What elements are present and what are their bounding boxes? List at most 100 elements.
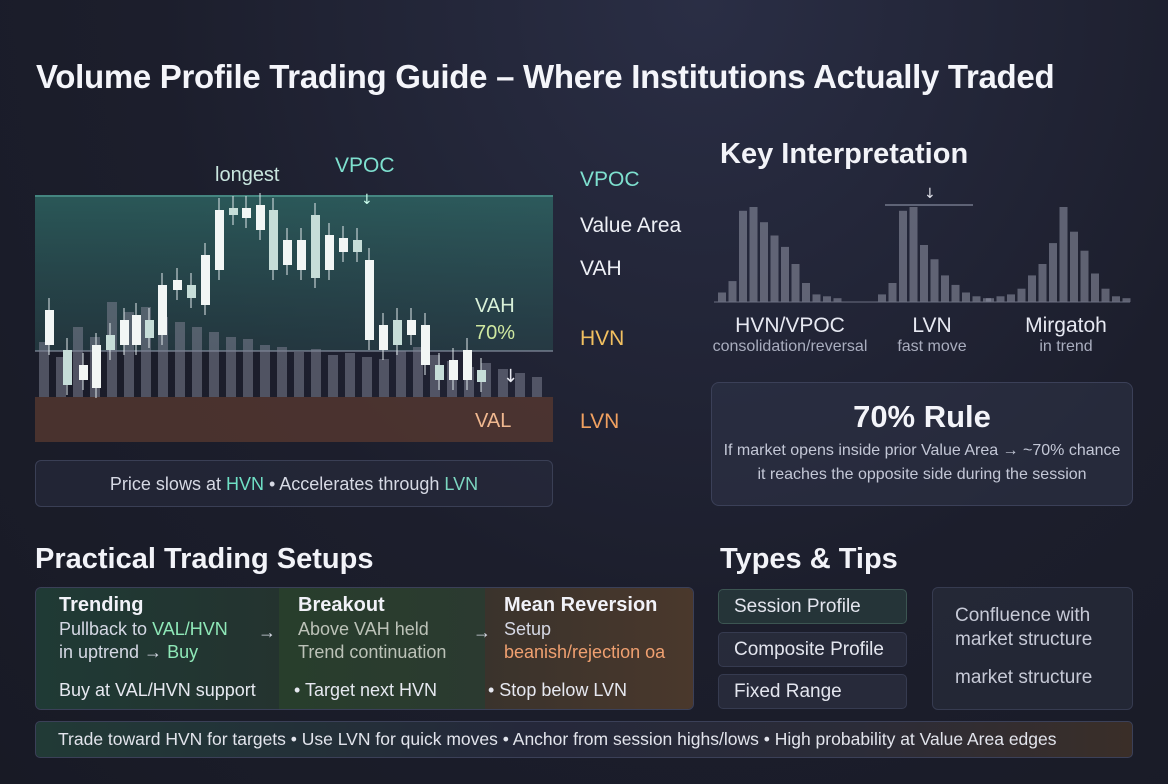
volume-bar (498, 369, 508, 397)
candle-body (297, 240, 306, 270)
candle-body (463, 350, 472, 380)
breakout-head: Breakout (298, 594, 385, 616)
volume-bar (158, 317, 168, 397)
mini-profile-bar (1017, 288, 1026, 302)
key-interpretation-title: Key Interpretation (720, 138, 969, 170)
mini-profile-bar (739, 210, 747, 302)
candle-body (132, 315, 141, 345)
candle-body (63, 350, 72, 385)
mini-profile-bar (1080, 250, 1089, 302)
mini-profile-bar (920, 245, 928, 302)
trending-line2-b: Buy (167, 642, 199, 662)
candle-body (187, 285, 196, 298)
down-arrow: ↓ (503, 366, 518, 387)
mini-profile-bar (986, 298, 994, 302)
arrow-1: → (258, 622, 276, 642)
candle-body (339, 238, 348, 252)
key-item-lvn-main: LVN (912, 314, 952, 337)
key-item-trend-sub: in trend (1039, 338, 1093, 355)
candle-body (407, 320, 416, 335)
mini-profile-bar (1038, 264, 1047, 302)
trending-bg (36, 588, 281, 709)
mini-profile-bar (1059, 207, 1068, 302)
mini-profile-bar (962, 292, 970, 302)
mini-profile-bar (812, 294, 821, 302)
volume-bar (141, 307, 151, 397)
candle-body (421, 325, 430, 365)
candle-body (379, 325, 388, 350)
volume-bar (124, 312, 134, 397)
candle-body (269, 210, 278, 270)
mini-profile-bar (972, 296, 981, 302)
mini-profile-bar (760, 222, 768, 302)
trending-head: Trending (59, 594, 144, 616)
mini-profile-bar (888, 283, 897, 302)
setup-trending: Trending Pullback to VAL/HVN in uptrend … (59, 594, 228, 663)
key-item-trend-main: Mirgatoh (1025, 314, 1107, 337)
legend-value-area: Value Area (580, 214, 682, 237)
key-item-hvn: HVN/VPOC consolidation/reversal (706, 314, 874, 356)
mini-profile-bar (1091, 273, 1099, 302)
mini-profile-bar (1070, 231, 1078, 302)
breakout-bottom: • Target next HVN (294, 680, 438, 700)
volume-bar (73, 327, 83, 397)
confluence-line-1: Confluence with (955, 605, 1091, 626)
arrow-2: → (473, 622, 491, 642)
volume-bar (362, 357, 372, 397)
key-item-hvn-sub: consolidation/reversal (712, 338, 868, 355)
mini-profile-bar (930, 259, 939, 302)
tip-fixed-range[interactable]: Fixed Range (718, 674, 907, 709)
volume-bar (413, 347, 423, 397)
key-item-hvn-main: HVN/VPOC (735, 314, 845, 337)
rule-title: 70% Rule (853, 399, 991, 434)
volume-bar (311, 349, 321, 397)
vpoc-label: VPOC (335, 154, 395, 177)
rule-line-2: it reaches the opposite side during the … (757, 466, 1087, 483)
candle-body (158, 285, 167, 335)
candle-body (106, 335, 115, 350)
volume-bar (532, 377, 542, 397)
trending-line2-a: in uptrend → (59, 642, 168, 662)
key-item-lvn-sub: fast move (897, 338, 967, 355)
volume-bar (294, 352, 304, 397)
hint-banner: Price slows at HVN • Accelerates through… (35, 460, 553, 507)
tip-composite-profile[interactable]: Composite Profile (718, 632, 907, 667)
legend-lvn: LVN (580, 410, 620, 433)
mini-profile-bar (770, 235, 779, 302)
hint-text-2: • Accelerates through (263, 474, 445, 494)
candle-body (201, 255, 210, 305)
setup-mean-reversion: Mean Reversion Setup beanish/rejection o… (504, 594, 665, 663)
confluence-card: Confluence with market structure market … (932, 587, 1133, 710)
candle-body (283, 240, 292, 265)
hint-text-1: Price slows at (109, 474, 226, 494)
candlesticks (45, 193, 486, 398)
trending-line1-a: Pullback to (59, 619, 153, 639)
mini-profile-bar (941, 275, 949, 302)
volume-bar (328, 355, 338, 397)
mini-profile-bar (996, 296, 1005, 302)
candle-body (365, 260, 374, 340)
mean-reversion-bg (485, 588, 693, 709)
volume-bars (39, 302, 542, 397)
candle-body (242, 208, 251, 218)
candle-body (145, 320, 154, 338)
candle-body (477, 370, 486, 382)
tip-session-profile[interactable]: Session Profile (718, 589, 907, 624)
mini-profile-bar (1101, 288, 1110, 302)
mini-profile-bar (833, 298, 842, 302)
lvn-band (35, 397, 553, 442)
candle-body (229, 208, 238, 215)
rule-line-1: If market opens inside prior Value Area … (723, 442, 1121, 459)
volume-bar (515, 373, 525, 397)
volume-bar (226, 337, 236, 397)
legend-hvn: HVN (580, 327, 625, 350)
volume-bar (379, 359, 389, 397)
mini-profile-bar (1007, 294, 1015, 302)
hint-hvn: HVN (225, 474, 264, 494)
volume-bar (345, 353, 355, 397)
mini-profile-bar (899, 210, 907, 302)
mini-profile-bar (951, 284, 960, 302)
mini-profile-bar (718, 292, 726, 302)
footer-tips-bar: Trade toward HVN for targets • Use LVN f… (35, 721, 1133, 758)
trending-bottom: Buy at VAL/HVN support (59, 680, 256, 700)
